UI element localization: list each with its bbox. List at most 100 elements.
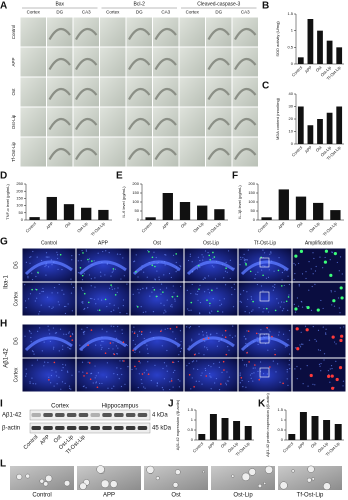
nucleus (193, 368, 195, 370)
nucleus (137, 386, 139, 389)
nucleus (39, 327, 41, 329)
nucleus (55, 332, 58, 334)
nucleus (58, 283, 60, 286)
nucleus (221, 338, 223, 340)
signal (151, 256, 154, 259)
nucleus (234, 288, 236, 290)
nucleus (297, 262, 300, 265)
nucleus (246, 259, 248, 261)
nucleus (283, 308, 285, 310)
nucleus (281, 279, 283, 281)
nucleus (224, 284, 227, 286)
nucleus (58, 304, 60, 306)
x-tick-label: APP (297, 441, 306, 450)
nucleus (325, 332, 327, 334)
y-tick-label: 0 (291, 61, 294, 66)
nucleus (118, 378, 120, 380)
nucleus (312, 325, 314, 328)
nucleus (88, 258, 91, 260)
y-tick-label: 100 (132, 199, 139, 204)
tissue-layer (48, 57, 71, 71)
nucleus (196, 293, 198, 296)
nucleus (71, 374, 73, 376)
nucleus (78, 254, 80, 256)
nucleus (288, 283, 290, 286)
nucleus (293, 303, 295, 305)
tissue-layer (75, 27, 98, 41)
nucleus (67, 346, 69, 348)
band-size: 4 kDa (152, 413, 168, 419)
nucleus (164, 264, 166, 266)
nucleus (116, 352, 118, 355)
nucleus (57, 292, 59, 294)
signal (171, 296, 174, 298)
fluorescence-image (184, 248, 238, 282)
fluorescence-image (130, 248, 184, 282)
nucleus (342, 380, 345, 382)
nucleus (91, 298, 93, 300)
bar (145, 217, 156, 220)
nucleus (94, 286, 96, 288)
nucleus (313, 257, 315, 260)
signal (260, 256, 262, 259)
nucleus (107, 387, 109, 389)
nucleus (93, 298, 95, 300)
nucleus (308, 289, 310, 291)
signal (136, 306, 139, 308)
nucleus (51, 292, 53, 294)
nucleus (175, 261, 177, 264)
nucleus (28, 330, 30, 332)
nucleus (211, 310, 213, 312)
nucleus (253, 341, 255, 343)
lane-label: Control (23, 434, 40, 451)
nucleus (29, 331, 31, 333)
nucleus (30, 332, 32, 334)
nucleus (233, 267, 235, 269)
y-tick-label: 1 (281, 417, 284, 422)
nucleus (272, 285, 274, 287)
nucleus (294, 368, 296, 370)
panel-label: B (262, 1, 269, 12)
nucleus (277, 334, 280, 336)
dg-layer (240, 260, 289, 276)
nucleus (53, 385, 55, 387)
bar (288, 434, 296, 440)
nucleus (114, 288, 116, 290)
nucleus (206, 347, 208, 349)
nucleus (82, 385, 84, 388)
signal (122, 341, 125, 344)
nucleus (179, 264, 181, 267)
nucleus (49, 340, 51, 343)
nucleus (244, 311, 246, 313)
nucleus (119, 253, 121, 255)
signal (193, 386, 195, 388)
nucleus (320, 299, 322, 302)
nucleus (145, 311, 147, 313)
nucleus (80, 288, 83, 290)
nucleus (247, 298, 249, 300)
lane-label: Ost (53, 434, 64, 445)
dg-layer (24, 260, 73, 276)
signal (170, 380, 173, 382)
ihc-image (100, 17, 126, 47)
nucleus (28, 298, 30, 300)
nucleus (45, 256, 47, 258)
nucleus (250, 296, 252, 298)
nucleus (81, 361, 84, 363)
nucleus (166, 370, 168, 372)
ihc-image (20, 77, 46, 107)
nucleus (156, 270, 158, 272)
signal (190, 301, 193, 304)
blot-band (114, 426, 124, 430)
blot-band (125, 426, 136, 430)
column-header: Tf-Ost-Lip (254, 240, 276, 246)
nucleus (134, 331, 136, 333)
nucleus (51, 369, 53, 371)
nucleus (81, 279, 84, 281)
signal (294, 307, 298, 311)
nucleus (282, 333, 285, 335)
x-tick-label: Ost (180, 220, 189, 229)
tissue-layer (154, 27, 177, 41)
nucleus (62, 348, 64, 350)
y-tick-label: 0.5 (187, 427, 193, 432)
